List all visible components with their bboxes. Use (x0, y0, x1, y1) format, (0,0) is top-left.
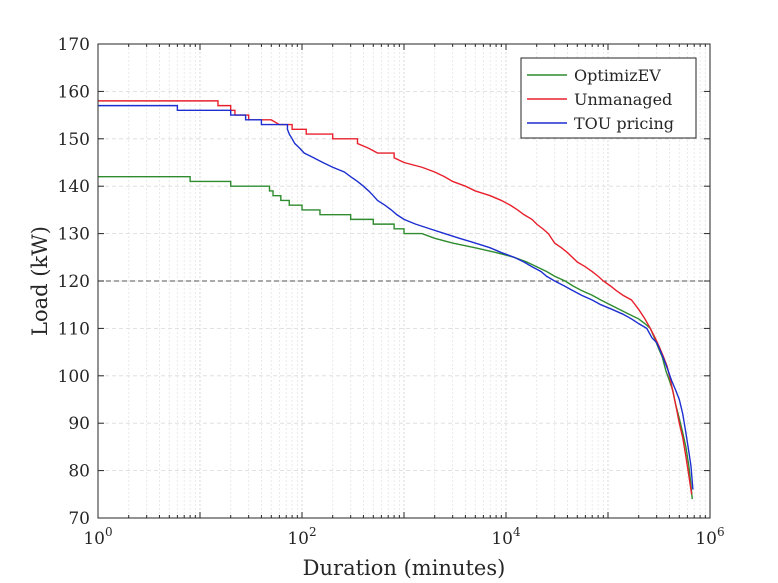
legend-label: Unmanaged (574, 90, 672, 109)
legend: OptimizEV Unmanaged TOU pricing (520, 57, 697, 139)
x-tick-label: 104 (491, 525, 521, 549)
y-tick-label: 170 (58, 35, 90, 55)
series-line-tou-pricing (98, 104, 694, 490)
legend-label: OptimizEV (574, 66, 661, 85)
series-line-optimizev (98, 176, 693, 500)
y-tick-label: 130 (58, 225, 90, 245)
series-line-unmanaged (98, 100, 693, 495)
y-tick-label: 100 (58, 367, 90, 387)
y-tick-label: 160 (58, 82, 90, 102)
legend-box (520, 57, 697, 139)
y-tick-label: 150 (58, 130, 90, 150)
axis-ticks: 70 80 90 100 110 120 130 140 150 160 170 100 102 104 1… (58, 35, 725, 549)
x-tick-label: 106 (695, 525, 724, 549)
series-layer (98, 100, 694, 500)
y-tick-label: 80 (68, 462, 90, 482)
y-tick-label: 110 (58, 319, 90, 339)
y-tick-label: 90 (68, 414, 90, 434)
legend-label: TOU pricing (574, 114, 674, 133)
y-axis-label: Load (kW) (28, 226, 52, 336)
x-tick-label: 102 (287, 525, 316, 549)
y-tick-label: 140 (58, 177, 90, 197)
y-tick-label: 120 (58, 272, 90, 292)
y-tick-label: 70 (68, 509, 90, 529)
x-tick-label: 100 (83, 525, 112, 549)
x-axis-label: Duration (minutes) (303, 556, 506, 580)
